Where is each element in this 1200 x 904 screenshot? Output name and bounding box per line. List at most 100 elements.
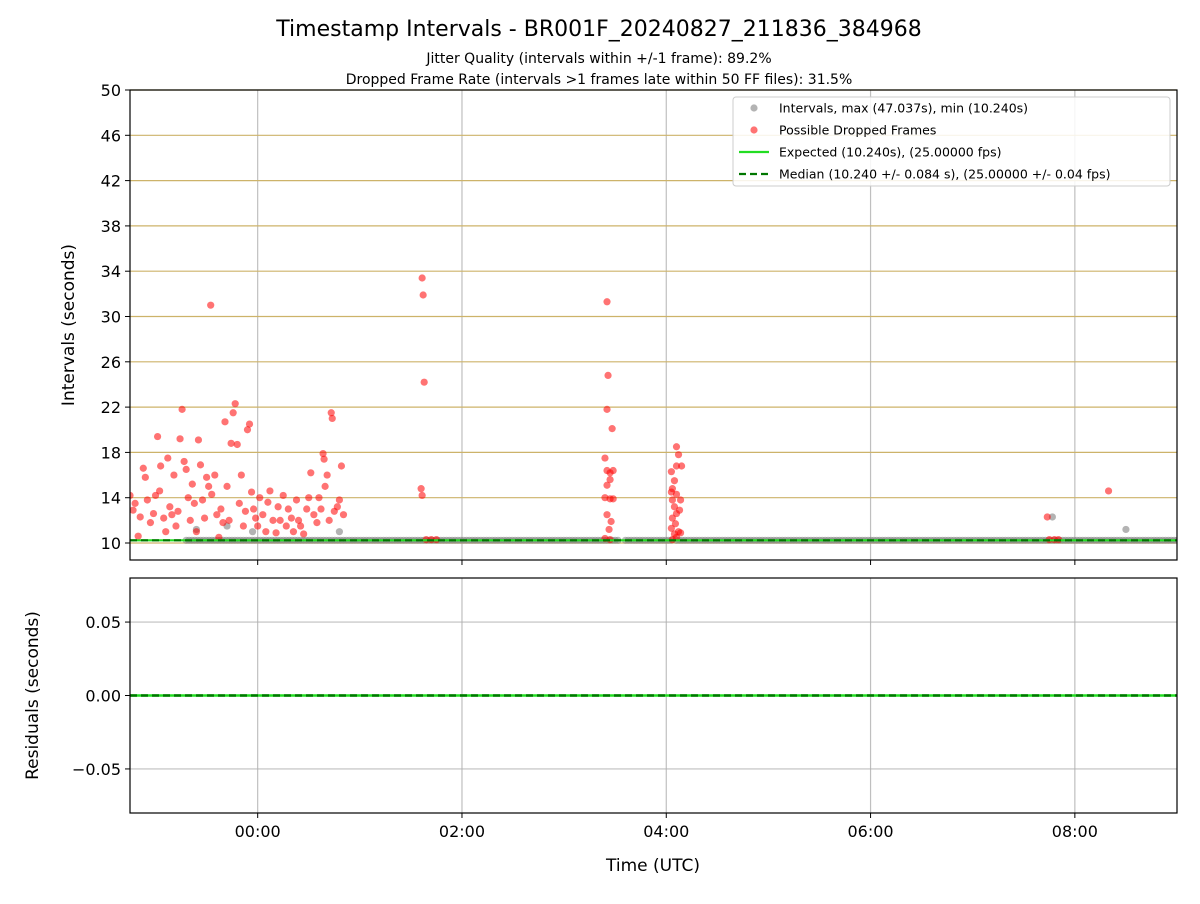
dropped-frame-point — [203, 473, 211, 481]
dropped-frame-point — [130, 506, 137, 514]
dropped-frame-point — [60, 493, 67, 500]
dropped-frame-point — [266, 487, 274, 495]
dropped-frame-point — [44, 490, 51, 497]
dropped-frame-point — [282, 522, 290, 530]
dropped-frame-point — [64, 524, 71, 531]
dropped-frame-point — [259, 511, 267, 519]
dropped-frame-point — [17, 187, 24, 194]
dropped-frame-point — [217, 505, 225, 513]
dropped-frame-point — [162, 528, 170, 536]
legend-label: Median (10.240 +/- 0.084 s), (25.00000 +… — [779, 167, 1110, 182]
dropped-frame-point — [300, 530, 308, 538]
dropped-frame-point — [188, 480, 196, 488]
interval-point — [1048, 513, 1056, 521]
bot-ytick-label: 0.05 — [85, 613, 121, 632]
dropped-frame-point — [141, 473, 149, 481]
dropped-frame-point — [276, 516, 284, 524]
dropped-frame-point — [19, 428, 26, 435]
xtick-label: 00:00 — [235, 822, 281, 841]
dropped-frame-point — [274, 503, 282, 511]
dropped-frame-point — [231, 400, 239, 408]
dropped-frame-point — [18, 120, 25, 127]
dropped-frame-point — [178, 405, 186, 413]
dropped-frame-point — [192, 528, 200, 536]
dropped-frame-point — [254, 522, 262, 530]
legend-label: Expected (10.240s), (25.00000 fps) — [779, 145, 1001, 160]
interval-point — [1122, 525, 1130, 534]
dropped-frame-point — [160, 514, 168, 522]
chart-title: Timestamp Intervals - BR001F_20240827_21… — [275, 17, 921, 42]
legend-label: Intervals, max (47.037s), min (10.240s) — [779, 101, 1028, 116]
dropped-frame-point — [34, 536, 41, 543]
dropped-frame-point — [296, 522, 305, 530]
dropped-frame-point — [241, 507, 250, 515]
top-ytick-label: 18 — [101, 443, 121, 462]
xtick-label: 02:00 — [439, 822, 485, 841]
top-ytick-label: 42 — [101, 172, 121, 191]
dropped-frame-point — [19, 490, 26, 497]
top-ytick-label: 30 — [101, 308, 121, 327]
dropped-frame-point — [269, 516, 277, 524]
dropped-frame-point — [229, 409, 237, 417]
dropped-frame-point — [44, 452, 51, 459]
dropped-frame-point — [668, 496, 676, 504]
interval-point — [55, 521, 62, 528]
dropped-frame-point — [184, 494, 192, 502]
dropped-frame-point — [668, 514, 676, 522]
dropped-frame-point — [607, 517, 615, 526]
dropped-frame-point — [215, 533, 223, 541]
dropped-frame-point — [164, 454, 172, 462]
dropped-frame-point — [303, 505, 311, 513]
xtick-label: 06:00 — [848, 822, 894, 841]
xtick-label: 04:00 — [643, 822, 689, 841]
dropped-frame-point — [176, 435, 184, 443]
dropped-frame-point — [40, 513, 47, 520]
dropped-frame-point — [279, 491, 287, 500]
dropped-frame-point — [672, 462, 681, 470]
dropped-frame-point — [174, 507, 182, 515]
dropped-frame-point — [603, 511, 611, 519]
dropped-frame-point — [335, 496, 343, 504]
dropped-frame-point — [289, 528, 298, 536]
dropped-frame-point — [239, 522, 247, 530]
dropped-frame-point — [667, 468, 675, 476]
dropped-frame-point — [143, 496, 151, 504]
dropped-frame-point — [418, 274, 426, 282]
dropped-frame-point — [21, 511, 28, 518]
dropped-frame-point — [256, 494, 264, 502]
dropped-frame-point — [420, 378, 428, 386]
dropped-frame-point — [157, 462, 165, 470]
dropped-frame-point — [65, 494, 72, 501]
dropped-frame-point — [172, 522, 180, 530]
dropped-frame-point — [208, 490, 216, 498]
chart-subtitle-jitter: Jitter Quality (intervals within +/-1 fr… — [425, 51, 771, 67]
bot-ytick-label: −0.05 — [72, 760, 121, 779]
interval-point — [114, 525, 121, 532]
dropped-frame-point — [180, 457, 188, 466]
dropped-frame-point — [74, 536, 81, 543]
dropped-frame-point — [1104, 487, 1113, 495]
dropped-frame-point — [223, 482, 231, 490]
dropped-frame-point — [609, 495, 617, 503]
dropped-frame-point — [156, 487, 164, 495]
dropped-frame-point — [211, 471, 219, 479]
dropped-frame-point — [319, 449, 327, 458]
dropped-frame-point — [78, 536, 85, 543]
dropped-frame-point — [603, 405, 611, 413]
dropped-frame-point — [31, 502, 38, 509]
dropped-frame-point — [237, 471, 245, 479]
top-ytick-label: 26 — [101, 353, 121, 372]
dropped-frame-point — [307, 469, 315, 477]
dropped-frame-point — [72, 530, 79, 537]
dropped-frame-point — [68, 525, 75, 532]
top-ytick-label: 10 — [101, 534, 121, 553]
x-axis-label: Time (UTC) — [605, 856, 700, 876]
legend-box — [732, 96, 1171, 187]
dropped-frame-point — [323, 471, 331, 479]
dropped-frame-point — [674, 451, 683, 459]
top-ytick-label: 50 — [101, 81, 121, 100]
dropped-frame-point — [57, 486, 64, 493]
dropped-frame-point — [153, 432, 162, 441]
residuals-panel: 0.05 0.00 −0.05 00:00 02:00 04:00 06:00 08:00 — [72, 577, 1178, 841]
